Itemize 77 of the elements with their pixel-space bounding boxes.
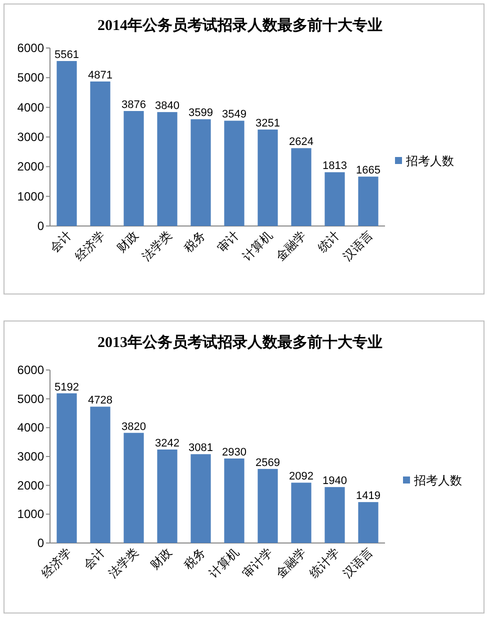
x-tick-label: 经济学 <box>72 228 108 264</box>
data-label: 4871 <box>88 69 112 82</box>
data-label: 3549 <box>222 108 246 121</box>
x-tick-label: 汉语言 <box>340 545 376 581</box>
bar <box>157 112 178 226</box>
x-tick-label: 统计 <box>315 228 342 256</box>
y-tick-label: 4000 <box>17 100 44 114</box>
x-tick-label: 金融学 <box>273 228 308 264</box>
data-label: 5561 <box>54 49 79 62</box>
bar <box>258 130 278 226</box>
bar <box>324 487 345 543</box>
bar <box>90 406 110 543</box>
bar <box>56 393 77 543</box>
x-tick-label: 计算机 <box>206 545 242 581</box>
data-label: 3599 <box>188 107 213 120</box>
bar <box>291 482 312 543</box>
x-tick-label: 审计 <box>214 228 242 256</box>
data-label: 2092 <box>289 470 314 483</box>
bar <box>358 502 378 543</box>
data-label: 3840 <box>155 100 180 112</box>
x-tick-label: 财政 <box>148 545 174 572</box>
x-tick-label: 统计学 <box>306 545 342 581</box>
data-label: 3876 <box>122 99 146 112</box>
bar <box>358 176 378 226</box>
x-tick-label: 计算机 <box>240 228 275 264</box>
x-tick-label: 税务 <box>181 228 208 256</box>
bar <box>56 61 77 226</box>
bar <box>157 450 178 543</box>
bar <box>324 172 345 226</box>
y-tick-label: 6000 <box>17 363 44 377</box>
y-tick-label: 1000 <box>17 189 44 204</box>
data-label: 5192 <box>54 381 79 394</box>
y-tick-label: 6000 <box>17 41 44 55</box>
bar <box>224 458 244 543</box>
bar <box>124 432 144 543</box>
x-tick-label: 审计学 <box>240 545 275 581</box>
y-tick-label: 1000 <box>17 507 44 522</box>
y-tick-label: 5000 <box>17 392 44 406</box>
data-label: 1813 <box>322 160 347 172</box>
data-label: 3242 <box>155 438 180 450</box>
data-label: 2624 <box>289 136 314 148</box>
x-tick-label: 会计 <box>47 228 74 256</box>
data-label: 3081 <box>188 442 213 454</box>
data-label: 3820 <box>122 420 146 433</box>
bar <box>258 468 278 543</box>
y-tick-label: 0 <box>37 219 44 233</box>
y-tick-label: 5000 <box>17 70 44 85</box>
x-tick-label: 金融学 <box>273 545 308 581</box>
bar <box>90 81 110 226</box>
data-label: 1419 <box>356 490 380 502</box>
x-tick-label: 汉语言 <box>340 228 376 264</box>
x-tick-label: 税务 <box>181 545 208 572</box>
legend-label: 招考人数 <box>405 154 454 168</box>
legend-label: 招考人数 <box>413 474 462 488</box>
data-label: 3251 <box>256 118 280 130</box>
y-tick-label: 0 <box>37 536 44 550</box>
x-tick-label: 会计 <box>80 545 108 572</box>
chart-title: 2014年公务员考试招录人数最多前十大专业 <box>98 17 382 34</box>
bar <box>190 454 211 543</box>
y-tick-label: 4000 <box>17 420 44 435</box>
data-label: 1940 <box>322 475 347 488</box>
chart-title: 2013年公务员考试招录人数最多前十大专业 <box>98 334 382 351</box>
y-tick-label: 2000 <box>17 478 44 492</box>
x-tick-label: 法学类 <box>139 228 174 264</box>
data-label: 1665 <box>356 164 380 177</box>
data-label: 2930 <box>222 446 246 459</box>
bar <box>124 111 144 226</box>
data-label: 2569 <box>256 456 280 469</box>
y-tick-label: 2000 <box>17 160 44 174</box>
y-tick-label: 3000 <box>17 130 44 144</box>
data-label: 4728 <box>88 394 112 407</box>
x-tick-label: 法学类 <box>106 545 141 581</box>
x-tick-label: 财政 <box>114 228 141 256</box>
bar <box>291 148 312 226</box>
y-tick-label: 3000 <box>17 450 44 464</box>
bar <box>224 120 244 226</box>
bar <box>190 119 211 226</box>
